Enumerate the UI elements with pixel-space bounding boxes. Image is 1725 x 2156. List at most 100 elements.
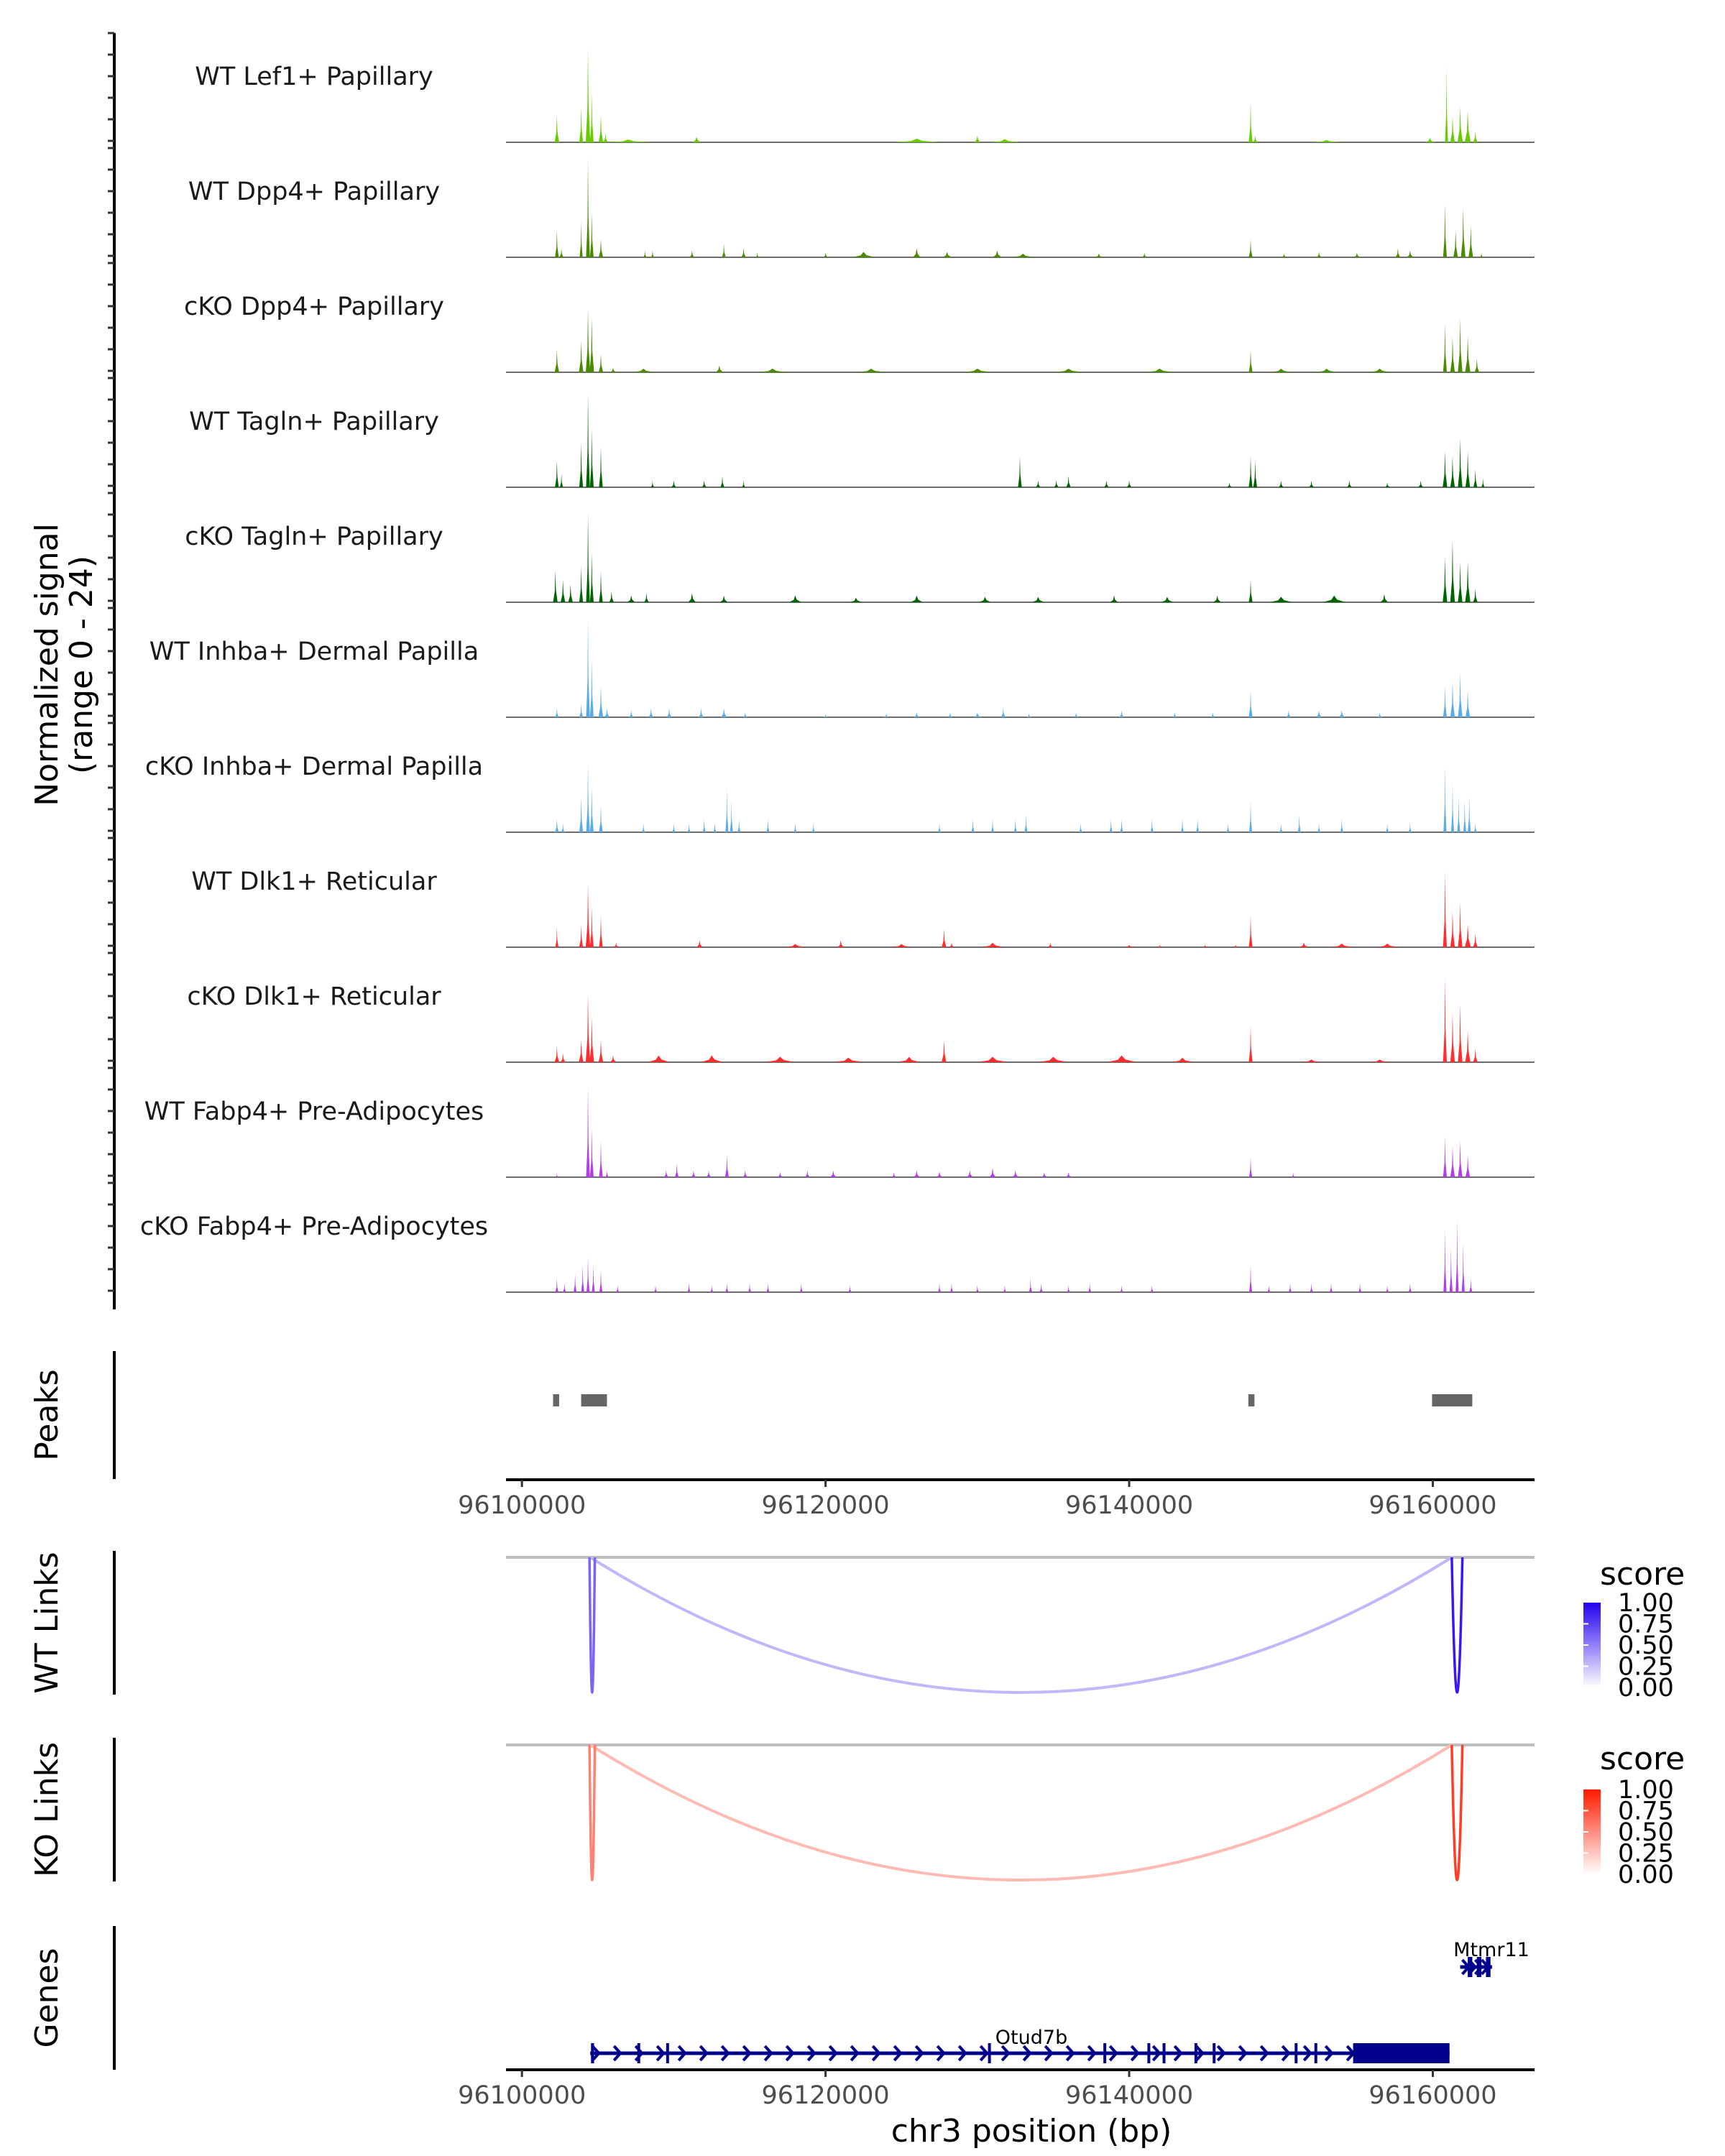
signal-peak [650, 250, 654, 257]
signal-peak [1481, 478, 1485, 487]
signal-peak [1026, 714, 1031, 717]
signal-peak [555, 926, 558, 947]
signal-peak [913, 248, 921, 257]
legend-tick-label: 0.25 [1618, 1840, 1674, 1869]
signal-peak [604, 708, 610, 717]
signal-peak [1418, 480, 1423, 487]
signal-peak [586, 765, 590, 832]
signal-peak [1450, 911, 1455, 947]
signal-peak [1053, 369, 1084, 372]
signal-peak [989, 139, 1020, 142]
x-axis-tick-label: 96120000 [762, 2081, 890, 2110]
signal-peak [672, 823, 676, 832]
signal-peak [1395, 248, 1401, 257]
signal-peak [1253, 460, 1257, 487]
strand-arrow [1216, 2045, 1226, 2062]
signal-peak [1458, 672, 1463, 717]
signal-peak [579, 796, 584, 832]
signal-peak [671, 480, 676, 487]
signal-peak [833, 1057, 864, 1062]
gene-exon [666, 2043, 669, 2063]
signal-peak [1171, 1057, 1194, 1062]
signal-peak [585, 47, 591, 142]
signal-peak [914, 1170, 920, 1177]
signal-peak [1172, 712, 1177, 717]
signal-peak [1012, 1170, 1018, 1177]
signal-peak [990, 819, 995, 832]
signal-peak [568, 584, 573, 602]
signal-peak [598, 354, 604, 372]
signal-peak [648, 708, 653, 717]
signal-peak [1465, 1154, 1471, 1177]
signal-peak [794, 823, 797, 832]
signal-peak [778, 1171, 783, 1177]
signal-peak [613, 942, 619, 947]
signal-peak [1460, 208, 1466, 257]
signal-peak [589, 318, 594, 372]
signal-peak [687, 823, 691, 832]
coverage-track-label: WT Dlk1+ Reticular [191, 867, 437, 896]
signal-peak [1013, 819, 1017, 832]
signal-peak [609, 591, 614, 602]
signal-peak [627, 595, 635, 602]
signal-peak [978, 596, 991, 602]
signal-peak [1300, 1059, 1323, 1062]
gene-model: Mtmr11 [1453, 1939, 1530, 1977]
ko-links-track-label: KO Links [29, 1742, 65, 1877]
signal-peak [1469, 1279, 1473, 1292]
signal-peak [855, 369, 887, 372]
coverage-track: cKO Tagln+ Papillary [185, 512, 1535, 603]
coverage-track: cKO Dpp4+ Papillary [184, 292, 1535, 373]
coverage-track: WT Lef1+ Papillary [195, 47, 1535, 143]
signal-peak [1464, 111, 1471, 142]
signal-peak [1408, 823, 1412, 832]
signal-peak [1288, 1283, 1292, 1292]
signal-peak [1473, 469, 1478, 487]
signal-peak [719, 595, 728, 602]
signal-peak [1338, 710, 1345, 717]
signal-peak [1226, 823, 1230, 832]
signal-peak [977, 1056, 1008, 1062]
signal-peak [725, 787, 729, 832]
signal-peak [942, 252, 952, 257]
signal-peak [742, 1170, 748, 1177]
peaks-track-label: Peaks [29, 1369, 65, 1460]
signal-peak [937, 1283, 942, 1292]
signal-peak [559, 248, 564, 257]
signal-peak [706, 1170, 712, 1177]
signal-peak [799, 1283, 803, 1292]
x-axis-title: chr3 position (bp) [891, 2113, 1172, 2150]
signal-peak [1457, 106, 1463, 142]
signal-peak [647, 1055, 671, 1062]
signal-peak [1465, 561, 1471, 602]
legend-tick-label: 1.00 [1618, 1776, 1674, 1805]
strand-arrow [979, 2045, 989, 2062]
signal-peak [674, 1164, 679, 1177]
signal-peak [1282, 254, 1287, 257]
signal-peak [1463, 801, 1466, 832]
signal-peak [1248, 690, 1253, 717]
wt-links-track-label: WT Links [29, 1552, 65, 1693]
signal-peak [893, 139, 940, 142]
signal-peak [616, 1285, 620, 1292]
strand-arrow [1302, 2045, 1312, 2062]
strand-arrow [914, 2045, 924, 2062]
coverage-track: WT Dpp4+ Papillary [188, 158, 1535, 258]
strand-arrow [1108, 2045, 1118, 2062]
signal-peak [1449, 1247, 1453, 1292]
gene-models: Otud7b Mtmr11 [590, 1939, 1530, 2063]
signal-peak [962, 369, 993, 372]
signal-peak [1120, 1285, 1123, 1292]
signal-peak [556, 1172, 558, 1177]
signal-peak [603, 133, 608, 142]
signal-peak [1210, 712, 1215, 717]
signal-peak [783, 944, 807, 947]
signal-peak [1048, 942, 1053, 947]
signal-peak [581, 1265, 584, 1292]
gene-exon [1476, 1957, 1482, 1977]
signal-peak [730, 801, 733, 832]
signal-peak [579, 566, 584, 602]
signal-peak [589, 553, 594, 602]
signal-peak [1248, 916, 1253, 947]
signal-peak [1443, 323, 1448, 372]
